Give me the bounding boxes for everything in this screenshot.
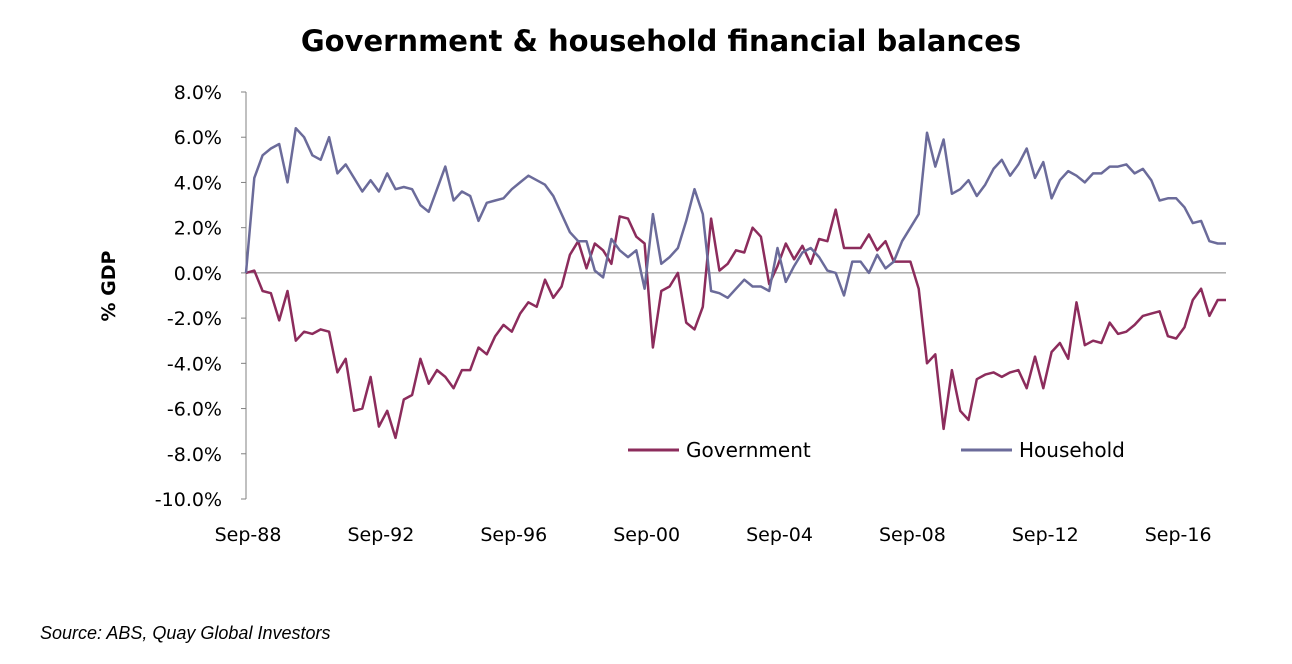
x-tick-label: Sep-04 (746, 524, 813, 546)
x-tick-label: Sep-00 (613, 524, 680, 546)
y-axis-label: % GDP (98, 250, 120, 321)
series-line-household (244, 126, 1226, 300)
axes (245, 92, 1226, 499)
x-tick-label: Sep-16 (1145, 524, 1212, 546)
y-tick-labels: 8.0% 6.0% 4.0% 2.0% 0.0% -2.0% -4.0% -6.0% -8.0%… (155, 82, 246, 511)
y-tick-label: 6.0% (174, 127, 222, 149)
x-tick-label: Sep-08 (879, 524, 946, 546)
y-tick-label: -10.0% (155, 489, 222, 511)
y-tick-label: -6.0% (167, 399, 222, 421)
x-tick-labels: Sep-88 Sep-92 Sep-96 Sep-00 Sep-04 Sep-08 Sep-… (215, 524, 1212, 546)
y-tick-label: 8.0% (174, 82, 222, 104)
y-tick-label: 2.0% (174, 218, 222, 240)
y-tick-label: -2.0% (167, 308, 222, 330)
x-tick-label: Sep-92 (347, 524, 414, 546)
y-tick-label: -8.0% (167, 444, 222, 466)
legend: Government Household (628, 438, 1125, 462)
legend-label-household: Household (1019, 438, 1125, 462)
y-tick-label: 4.0% (174, 172, 222, 194)
source-note: Source: ABS, Quay Global Investors (40, 623, 331, 643)
y-tick-label: 0.0% (174, 263, 222, 285)
series-lines (244, 126, 1226, 440)
x-tick-label: Sep-88 (215, 524, 282, 546)
series-line-government (245, 208, 1226, 440)
x-tick-label: Sep-12 (1012, 524, 1079, 546)
x-tick-label: Sep-96 (480, 524, 547, 546)
chart-title: Government & household financial balance… (301, 24, 1021, 58)
y-tick-label: -4.0% (167, 353, 222, 375)
legend-label-government: Government (686, 438, 811, 462)
